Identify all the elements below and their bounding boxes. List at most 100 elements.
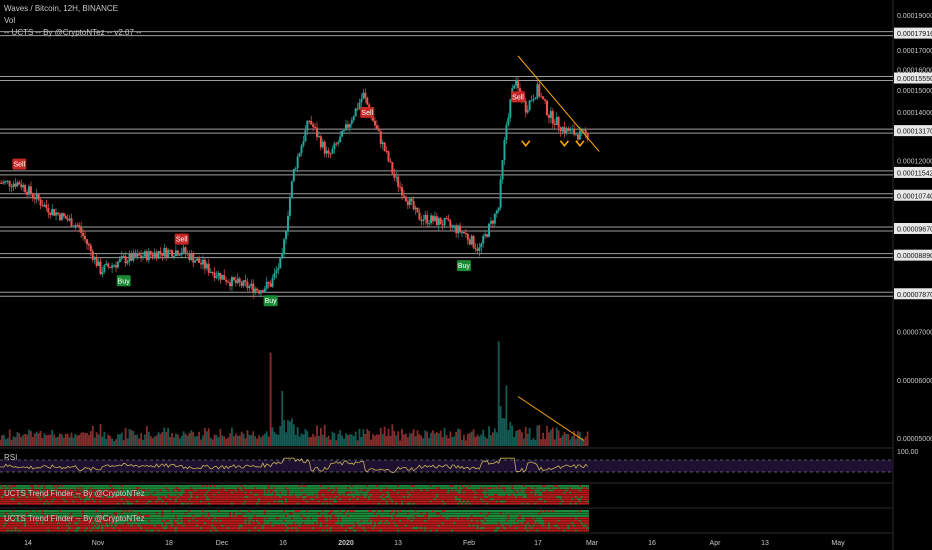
- trend-cell: [198, 485, 201, 487]
- trend-cell: [217, 485, 220, 487]
- trend-cell: [49, 487, 52, 490]
- trend-cell: [151, 527, 155, 530]
- trend-cell: [196, 498, 199, 501]
- trend-cell: [265, 485, 269, 487]
- trend-cell: [51, 491, 54, 494]
- candle-body: [207, 263, 210, 273]
- trend-cell: [232, 487, 236, 490]
- trend-cell: [20, 485, 23, 487]
- trend-cell: [70, 527, 73, 530]
- trend-cell: [484, 498, 487, 501]
- trend-cell: [105, 487, 108, 490]
- trend-cell: [134, 491, 137, 494]
- trend-cell: [128, 498, 131, 501]
- trend-cell: [159, 485, 162, 487]
- trend-cell: [565, 487, 568, 490]
- trend-cell: [178, 529, 182, 532]
- trend-cell: [207, 519, 211, 522]
- trend-cell: [66, 527, 70, 530]
- trend-cell: [327, 487, 330, 490]
- trend-cell: [22, 502, 25, 505]
- trend-cell: [435, 496, 439, 498]
- trend-cell: [18, 491, 21, 494]
- trend-cell: [169, 498, 172, 501]
- trend-cell: [89, 489, 93, 492]
- candle-body: [60, 213, 63, 221]
- trend-cell: [227, 500, 230, 503]
- trend-cell: [205, 491, 209, 494]
- trend-cell: [169, 489, 172, 492]
- trend-cell: [524, 500, 528, 503]
- trend-cell: [225, 517, 228, 520]
- trend-cell: [116, 512, 120, 515]
- trend-cell: [453, 487, 456, 490]
- trend-cell: [263, 487, 267, 490]
- trend-cell: [428, 489, 431, 492]
- trend-cell: [60, 489, 64, 492]
- trend-cell: [26, 527, 29, 530]
- trend-cell: [530, 491, 533, 494]
- trend-cell: [126, 487, 129, 490]
- trend-cell: [507, 500, 510, 503]
- trend-cell: [68, 510, 71, 513]
- trend-cell: [250, 529, 253, 532]
- trend-cell: [352, 500, 356, 503]
- trend-cell: [252, 491, 255, 494]
- trend-cell: [120, 514, 124, 517]
- candle-body: [180, 252, 183, 255]
- trend-cell: [366, 502, 369, 505]
- trend-cell: [53, 496, 56, 498]
- candle-body: [53, 208, 56, 216]
- volume-bar: [578, 432, 581, 446]
- trend-cell: [462, 491, 466, 494]
- trend-cell: [261, 496, 265, 498]
- trend-cell: [569, 491, 572, 494]
- trend-cell: [200, 514, 203, 517]
- trend-cell: [265, 496, 269, 498]
- trend-cell: [271, 527, 274, 530]
- trend-cell: [240, 487, 244, 490]
- trend-cell: [105, 496, 108, 498]
- trend-cell: [509, 493, 512, 496]
- trend-cell: [549, 498, 553, 501]
- trend-cell: [575, 493, 578, 496]
- trend-cell: [360, 498, 363, 501]
- trend-cell: [120, 510, 124, 513]
- candle-body: [569, 129, 572, 132]
- trend-cell: [113, 489, 116, 492]
- trend-cell: [482, 500, 485, 503]
- trend-cell: [155, 524, 158, 527]
- trend-cell: [256, 496, 259, 498]
- trend-cell: [223, 524, 226, 527]
- trend-cell: [39, 514, 42, 517]
- trend-cell: [288, 498, 292, 501]
- trend-cell: [209, 512, 213, 515]
- trend-cell: [279, 489, 282, 492]
- trend-cell: [522, 489, 526, 492]
- trend-cell: [101, 519, 104, 522]
- trend-cell: [499, 487, 503, 490]
- trend-cell: [116, 498, 120, 501]
- trend-cell: [20, 514, 23, 517]
- candle-body: [542, 96, 545, 100]
- trend-cell: [292, 502, 296, 505]
- trend-cell: [478, 496, 481, 498]
- trend-cell: [395, 498, 398, 501]
- trend-cell: [370, 489, 373, 492]
- trend-cell: [132, 500, 135, 503]
- trend-cell: [532, 487, 535, 490]
- trend-cell: [172, 517, 176, 520]
- trend-cell: [37, 493, 41, 496]
- trend-cell: [335, 496, 338, 498]
- trend-cell: [22, 487, 25, 490]
- trend-cell: [109, 527, 112, 530]
- trend-cell: [60, 500, 64, 503]
- trend-cell: [292, 489, 296, 492]
- trend-cell: [47, 514, 50, 517]
- trend-cell: [236, 510, 240, 513]
- trend-cell: [41, 485, 44, 487]
- trend-cell: [331, 485, 334, 487]
- trend-cell: [172, 522, 176, 525]
- candle-body: [171, 250, 174, 257]
- trend-cell: [91, 514, 95, 517]
